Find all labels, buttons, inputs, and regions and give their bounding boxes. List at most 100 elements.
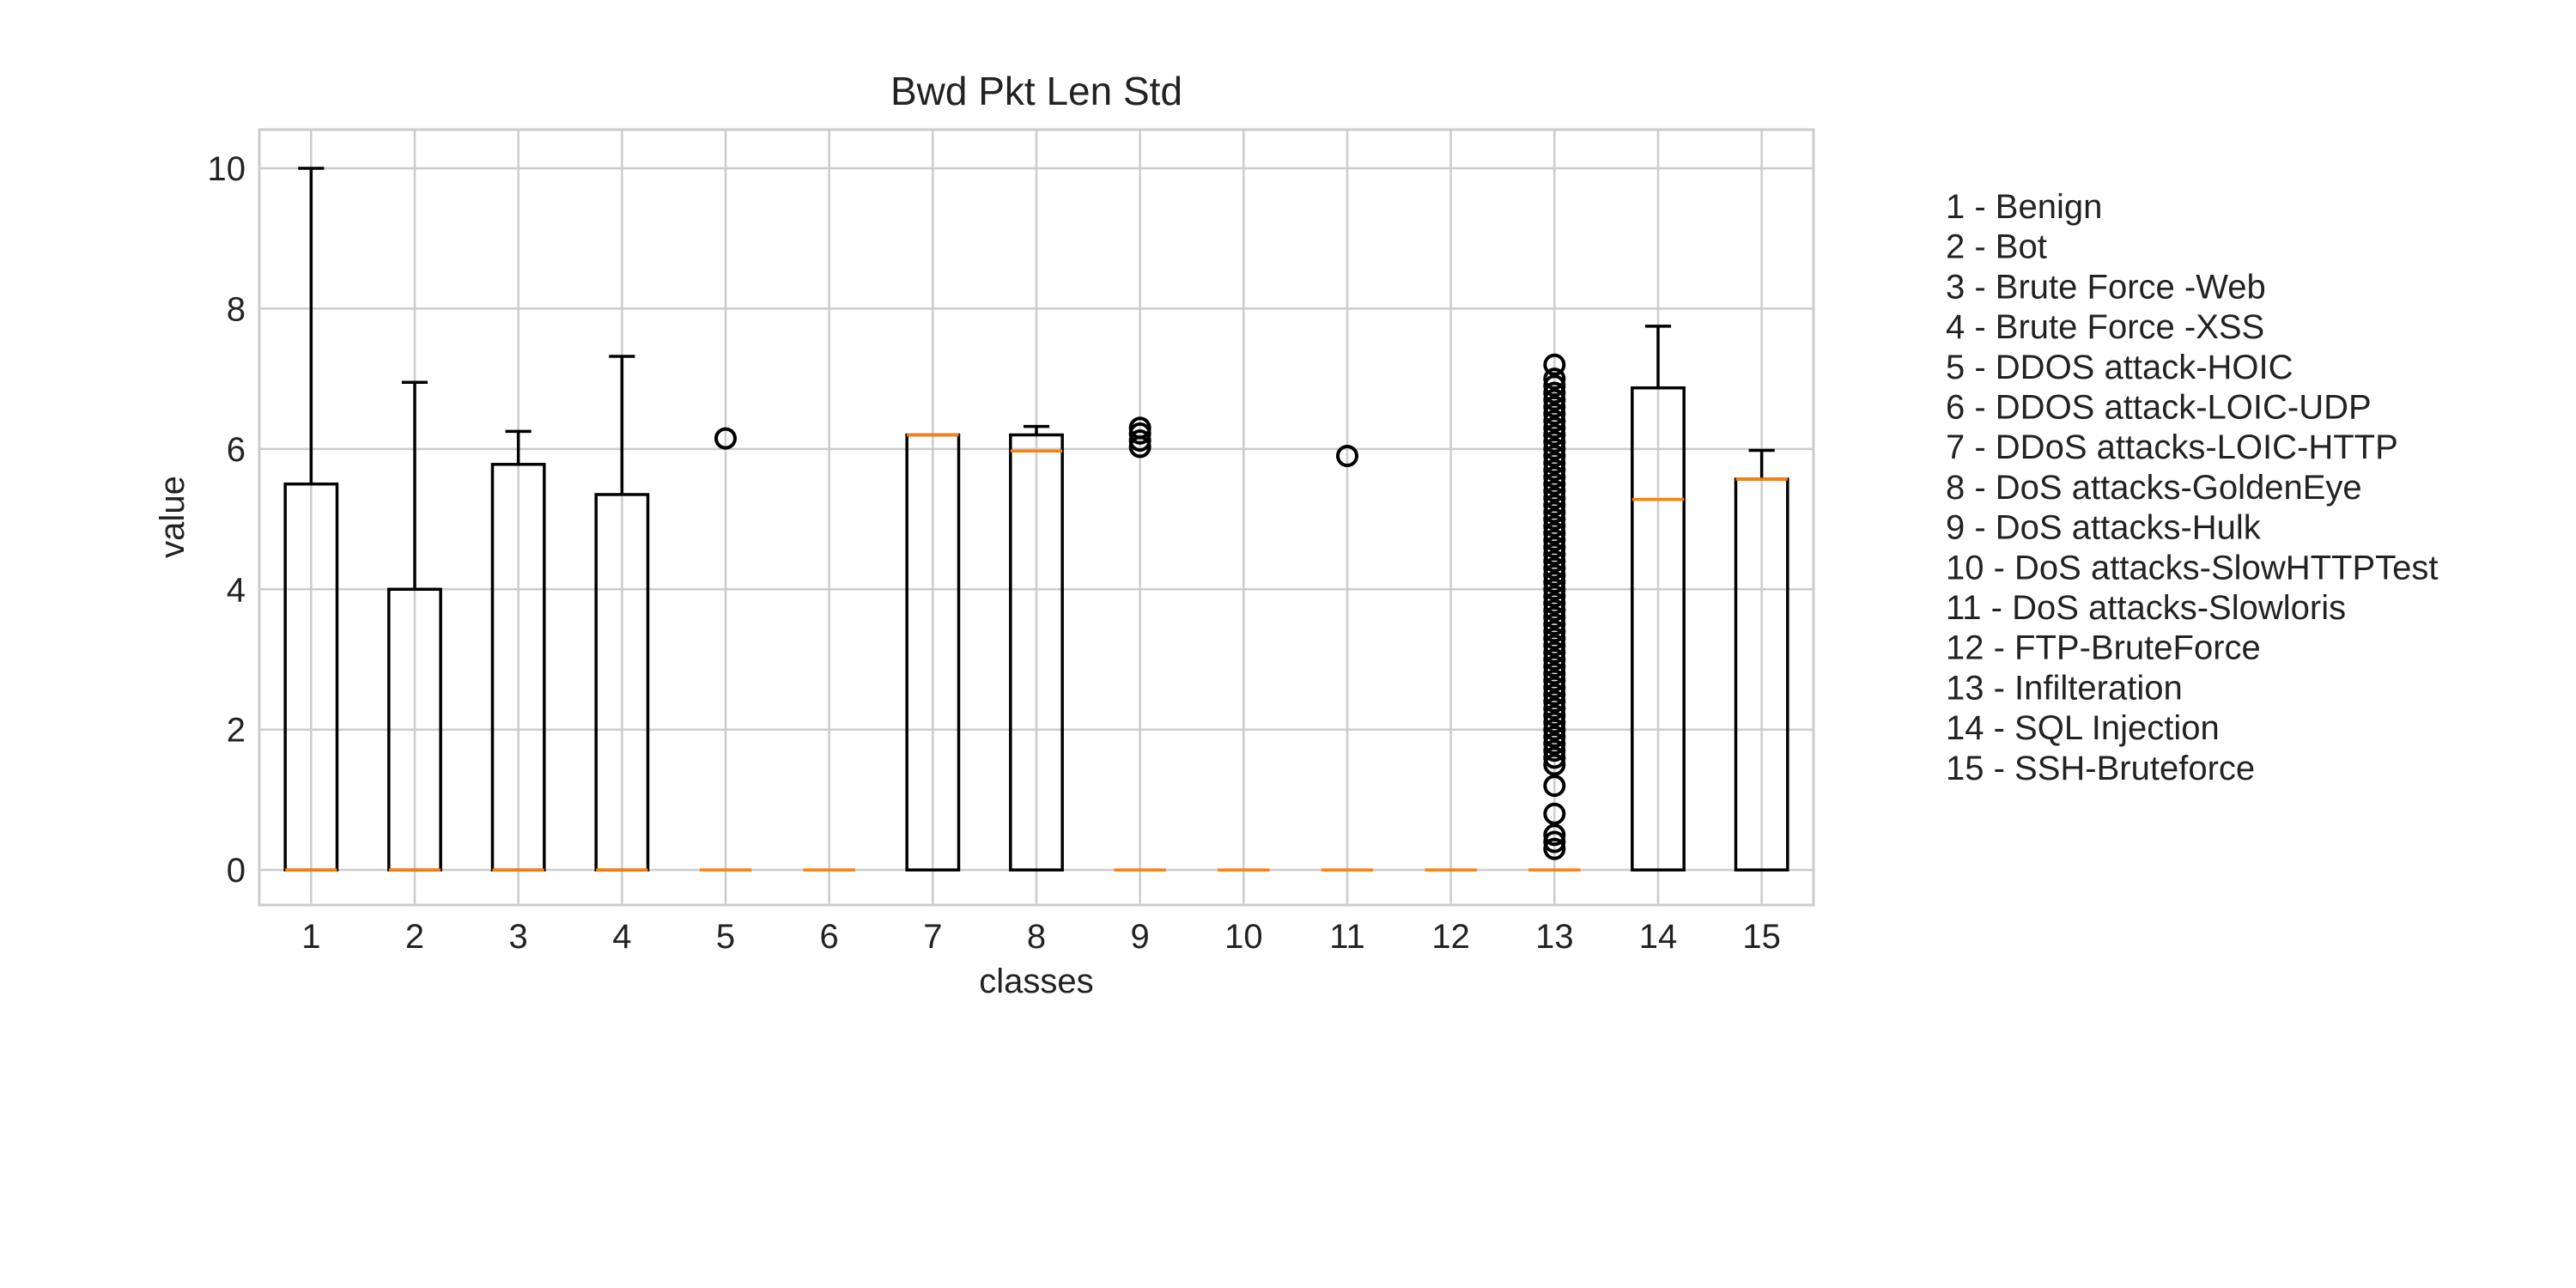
outlier-point (1543, 472, 1566, 495)
box-class-5 (699, 427, 752, 872)
box-class-14 (1631, 325, 1686, 872)
outlier-point (1543, 479, 1566, 502)
outlier-point (1543, 388, 1566, 411)
legend-entry: 15 - SSH-Bruteforce (1946, 750, 2255, 787)
outlier-point (1543, 452, 1566, 475)
box-class-2 (387, 380, 442, 872)
legend-entry: 7 - DDoS attacks-LOIC-HTTP (1946, 428, 2398, 466)
outlier-point (1543, 676, 1566, 699)
outlier-point (1543, 634, 1566, 657)
box-body (1631, 386, 1686, 872)
outlier-point (1543, 732, 1566, 756)
outlier-point (1543, 514, 1566, 538)
y-tick-label: 0 (227, 852, 246, 890)
outlier-point (1543, 837, 1566, 860)
outlier-point (1543, 775, 1566, 798)
legend-entry: 5 - DDOS attack-HOIC (1946, 349, 2293, 386)
outlier-point (1128, 429, 1151, 453)
outlier-point (1543, 402, 1566, 425)
outlier-point (1543, 598, 1566, 622)
outlier-point (1543, 613, 1566, 636)
outlier-point (1543, 459, 1566, 482)
box-class-3 (490, 429, 546, 872)
legend-entry: 8 - DoS attacks-GoldenEye (1946, 469, 2362, 507)
y-tick-label: 4 (227, 571, 246, 609)
outlier-point (1543, 662, 1566, 685)
legend-entry: 4 - Brute Force -XSS (1946, 308, 2264, 346)
legend-entry: 9 - DoS attacks-Hulk (1946, 509, 2262, 547)
outlier-point (1543, 605, 1566, 629)
outlier-point (1543, 494, 1566, 517)
outlier-point (1543, 669, 1566, 692)
box-class-8 (1009, 424, 1064, 872)
y-tick-label: 2 (227, 712, 246, 750)
outlier-point (1543, 592, 1566, 615)
x-tick-label: 15 (1742, 918, 1781, 956)
outlier-point (1128, 416, 1151, 440)
outlier-point (1543, 521, 1566, 544)
outlier-point (1543, 507, 1566, 531)
box-class-13 (1528, 353, 1581, 872)
outlier-point (1543, 753, 1566, 776)
outlier-point (1543, 647, 1566, 671)
outlier-point (1543, 437, 1566, 460)
x-tick-label: 10 (1224, 918, 1263, 956)
outlier-point (1543, 353, 1566, 376)
outlier-point (1543, 444, 1566, 467)
outlier-point (1543, 711, 1566, 734)
box-class-4 (594, 355, 650, 872)
outlier-point (1543, 536, 1566, 559)
x-tick-label: 13 (1535, 918, 1574, 956)
outlier-point (1543, 465, 1566, 489)
legend-entry: 10 - DoS attacks-SlowHTTPTest (1946, 549, 2439, 586)
legend-entry: 11 - DoS attacks-Slowloris (1946, 589, 2346, 627)
x-tick-label: 3 (509, 918, 528, 956)
outlier-point (1543, 620, 1566, 643)
outlier-point (1543, 802, 1566, 825)
legend-entry: 2 - Bot (1946, 228, 2047, 266)
box-class-7 (905, 433, 961, 872)
y-axis-label: value (154, 476, 191, 558)
outlier-point (1543, 550, 1566, 573)
outlier-point (1543, 501, 1566, 524)
x-tick-label: 6 (820, 918, 839, 956)
outlier-point (1336, 444, 1358, 467)
legend-entry: 13 - Infilteration (1946, 669, 2183, 707)
outlier-point (1543, 487, 1566, 510)
y-tick-label: 10 (208, 150, 246, 188)
y-tick-label: 8 (227, 290, 246, 328)
outlier-point (1543, 655, 1566, 678)
box-body (1009, 433, 1064, 872)
x-tick-label: 14 (1639, 918, 1678, 956)
x-tick-label: 9 (1131, 918, 1150, 956)
outlier-point (1543, 368, 1566, 391)
x-tick-label: 12 (1431, 918, 1470, 956)
box-layer (283, 167, 1789, 872)
outlier-point (1543, 395, 1566, 418)
x-tick-label: 4 (612, 918, 631, 956)
outlier-point (1543, 641, 1566, 664)
legend-entry: 14 - SQL Injection (1946, 709, 2220, 747)
outlier-point (1543, 823, 1566, 847)
plot-frame (258, 128, 1815, 907)
outlier-point (1543, 423, 1566, 447)
outlier-point (1543, 578, 1566, 601)
outlier-point (1543, 718, 1566, 741)
legend-entry: 3 - Brute Force -Web (1946, 268, 2266, 306)
outlier-point (1543, 563, 1566, 586)
x-tick-label: 5 (716, 918, 735, 956)
legend-entry: 12 - FTP-BruteForce (1946, 629, 2261, 667)
outlier-point (1543, 556, 1566, 580)
outlier-point (1543, 529, 1566, 552)
outlier-point (1543, 830, 1566, 854)
outlier-point (714, 427, 737, 450)
x-tick-label: 11 (1329, 918, 1365, 956)
outlier-point (1543, 374, 1566, 398)
outlier-point (1543, 571, 1566, 594)
legend-entry: 6 - DDOS attack-LOIC-UDP (1946, 389, 2372, 427)
box-class-1 (283, 167, 339, 872)
x-tick-label: 8 (1027, 918, 1046, 956)
grid-layer (259, 130, 1814, 905)
